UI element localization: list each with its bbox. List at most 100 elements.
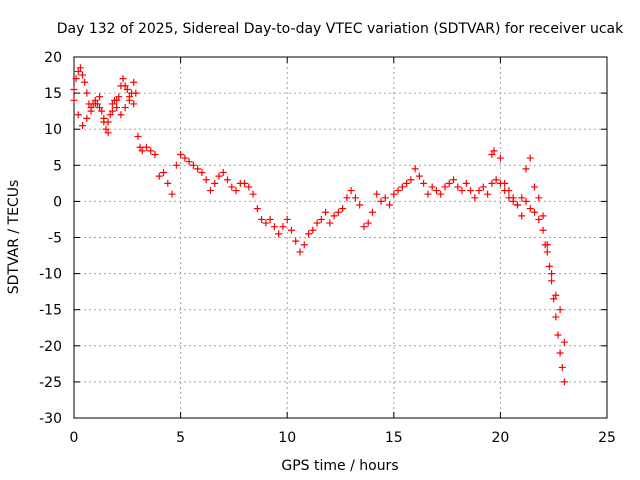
data-point [543,241,551,249]
data-point [317,215,325,223]
data-point [398,183,406,191]
data-point [168,190,176,198]
data-point [113,96,121,104]
data-point [151,150,159,158]
data-point [360,223,368,231]
data-point [522,197,530,205]
data-point [91,100,99,108]
x-axis-label: GPS time / hours [281,458,398,474]
data-point [548,270,556,278]
data-point [87,104,95,112]
data-point [164,179,172,187]
data-point [305,230,313,238]
data-point [283,215,291,223]
data-point [134,132,142,140]
data-point [211,179,219,187]
data-point [558,363,566,371]
data-point [390,190,398,198]
data-point [373,190,381,198]
data-points [70,64,568,386]
data-point [121,82,129,90]
data-point [343,194,351,202]
data-point [249,190,257,198]
data-point [488,150,496,158]
y-tick-label: -10 [39,267,62,283]
data-point [194,165,202,173]
data-point [121,104,129,112]
data-point [142,143,150,151]
data-point [309,226,317,234]
data-point [270,223,278,231]
data-point [83,89,91,97]
data-point [394,187,402,195]
data-point [287,226,295,234]
data-point [550,295,558,303]
data-point [108,100,116,108]
data-point [115,93,123,101]
data-point [428,183,436,191]
data-point [155,172,163,180]
data-point [407,176,415,184]
data-point [245,183,253,191]
chart-title: Day 132 of 2025, Sidereal Day-to-day VTE… [57,21,624,37]
data-point [279,223,287,231]
data-point [339,205,347,213]
y-tick-label: -30 [39,411,62,427]
data-point [228,183,236,191]
data-point [100,118,108,126]
data-point [130,78,138,86]
data-point [123,85,131,93]
data-point [539,212,547,220]
y-tick-labels: -30 -25 -20 -15 -10 -5 0 5 10 15 20 [39,50,62,427]
data-point [449,176,457,184]
data-point [79,122,87,130]
grid-lines [74,57,607,418]
data-point [492,176,500,184]
data-point [72,75,80,83]
data-point [432,187,440,195]
data-point [490,147,498,155]
data-point [381,194,389,202]
data-point [403,179,411,187]
y-tick-label: 0 [53,194,62,210]
data-point [454,183,462,191]
data-point [479,183,487,191]
data-point [70,85,78,93]
data-point [74,67,82,75]
data-point [415,172,423,180]
y-tick-label: -15 [39,303,62,319]
data-point [445,179,453,187]
data-point [96,93,104,101]
data-point [185,158,193,166]
data-point [356,201,364,209]
data-point [526,205,534,213]
x-tick-label: 15 [385,430,403,446]
data-point [232,187,240,195]
data-point [241,179,249,187]
data-point [377,197,385,205]
y-tick-label: -25 [39,375,62,391]
data-point [326,219,334,227]
data-point [364,219,372,227]
data-point [509,194,517,202]
data-point [117,111,125,119]
data-point [505,187,513,195]
data-point [420,179,428,187]
x-tick-label: 10 [278,430,296,446]
data-point [198,169,206,177]
data-point [545,262,553,270]
data-point [172,161,180,169]
data-point [441,183,449,191]
data-point [219,169,227,177]
y-tick-label: -20 [39,339,62,355]
x-tick-label: 20 [491,430,509,446]
data-point [526,154,534,162]
data-point [96,104,104,112]
data-point [531,208,539,216]
data-point [543,248,551,256]
data-point [475,187,483,195]
data-point [138,147,146,155]
data-point [147,147,155,155]
x-tick-labels: 0 5 10 15 20 25 [70,430,616,446]
